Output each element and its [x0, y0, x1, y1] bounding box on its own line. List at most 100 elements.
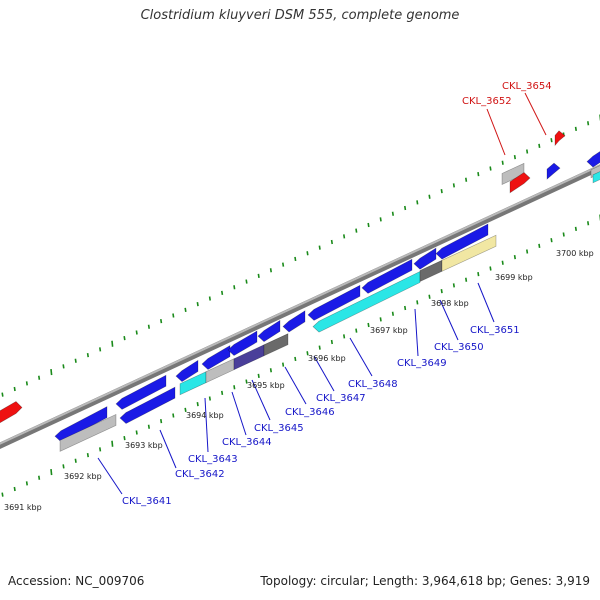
tick-mark — [343, 234, 346, 239]
leader-line — [349, 337, 373, 377]
gene-label-ckl-3647[interactable]: CKL_3647 — [316, 393, 366, 404]
cds-block-gray[interactable] — [590, 163, 600, 179]
cds-block[interactable] — [119, 386, 176, 424]
map-title: Clostridium kluyveri DSM 555, complete g… — [140, 8, 460, 23]
leader-line — [477, 282, 495, 323]
tick-mark — [452, 183, 455, 188]
cds-block[interactable] — [361, 258, 413, 294]
tick-mark — [440, 188, 443, 194]
tick-mark — [379, 217, 382, 222]
tick-mark — [391, 311, 394, 316]
cds-block[interactable] — [307, 284, 361, 321]
tick-mark — [367, 222, 370, 228]
leader-line — [524, 92, 547, 136]
gene-label-ckl-3649[interactable]: CKL_3649 — [397, 358, 447, 369]
tick-mark — [38, 475, 41, 480]
tick-mark — [257, 373, 260, 379]
cds-block[interactable] — [546, 162, 561, 180]
leader-line — [313, 355, 335, 392]
tick-mark — [550, 238, 553, 243]
tick-mark — [184, 307, 187, 312]
tick-mark — [208, 296, 211, 301]
gene-label-ckl-3652[interactable]: CKL_3652 — [462, 96, 512, 107]
cds-block-dark[interactable] — [419, 259, 443, 282]
rna-block[interactable] — [0, 401, 23, 427]
tick-mark — [343, 334, 346, 339]
gene-label-ckl-3642[interactable]: CKL_3642 — [175, 469, 225, 480]
tick-mark — [489, 266, 492, 271]
cds-block-gray[interactable] — [59, 413, 117, 452]
cds-block[interactable] — [282, 310, 306, 333]
gene-label-ckl-3648[interactable]: CKL_3648 — [348, 379, 398, 390]
cds-block[interactable] — [586, 147, 600, 168]
tick-mark — [587, 221, 590, 226]
tick-mark — [550, 138, 553, 143]
tick-label: 3697 kbp — [370, 326, 408, 335]
cds-block-gray[interactable] — [205, 358, 235, 384]
tick-mark — [465, 177, 468, 182]
gene-label-ckl-3643[interactable]: CKL_3643 — [188, 454, 238, 465]
tick-mark — [1, 492, 4, 497]
cds-block[interactable] — [413, 247, 437, 270]
tick-mark — [513, 155, 516, 160]
tick-labels: 3691 kbp 3692 kbp 3693 kbp 3694 kbp 3695… — [4, 249, 594, 512]
rna-block[interactable] — [554, 130, 566, 147]
leader-line — [231, 391, 247, 436]
label-leaders — [97, 92, 547, 495]
tick-mark — [208, 396, 211, 401]
tick-mark — [501, 160, 504, 165]
tick-mark — [501, 260, 504, 265]
tick-mark — [99, 447, 102, 452]
feature-track — [0, 130, 600, 452]
leader-line — [414, 308, 419, 357]
tick-mark — [416, 300, 419, 305]
tick-mark — [391, 211, 394, 216]
tick-label: 3700 kbp — [556, 249, 594, 258]
cds-block-navy[interactable] — [233, 344, 265, 371]
tick-mark — [135, 330, 138, 335]
tick-mark — [25, 481, 28, 486]
tick-mark — [477, 271, 480, 277]
tick-mark — [160, 319, 163, 324]
tick-label: 3696 kbp — [308, 354, 346, 363]
cds-block[interactable] — [115, 374, 167, 410]
tick-mark — [160, 419, 163, 424]
cds-block[interactable] — [227, 330, 258, 356]
tick-mark — [574, 126, 577, 131]
leader-line — [251, 379, 271, 421]
tick-label: 3691 kbp — [4, 503, 42, 512]
gene-label-ckl-3645[interactable]: CKL_3645 — [254, 423, 304, 434]
tick-label: 3694 kbp — [186, 411, 224, 420]
tick-mark — [233, 285, 236, 290]
tick-mark — [404, 205, 407, 211]
topology-text: Topology: circular; Length: 3,964,618 bp… — [260, 574, 590, 588]
cds-block-cyan[interactable] — [592, 169, 600, 184]
gene-label-ckl-3650[interactable]: CKL_3650 — [434, 342, 484, 353]
tick-mark — [147, 424, 150, 429]
gene-label-ckl-3646[interactable]: CKL_3646 — [285, 407, 335, 418]
cds-block-khaki[interactable] — [441, 234, 497, 272]
rna-block[interactable] — [509, 172, 531, 194]
tick-mark — [538, 243, 541, 248]
tick-mark — [38, 375, 41, 380]
cds-block[interactable] — [435, 223, 489, 260]
cds-block-dark[interactable] — [263, 333, 289, 357]
tick-mark — [245, 279, 248, 284]
gene-label-ckl-3654[interactable]: CKL_3654 — [502, 81, 552, 92]
gene-label-ckl-3644[interactable]: CKL_3644 — [222, 437, 272, 448]
cds-block[interactable] — [257, 319, 281, 342]
tick-mark — [123, 335, 126, 341]
tick-mark — [184, 407, 187, 412]
leader-line — [439, 299, 459, 341]
tick-mark — [440, 288, 443, 294]
gene-label-ckl-3641[interactable]: CKL_3641 — [122, 496, 172, 507]
tick-label: 3698 kbp — [431, 299, 469, 308]
tick-label: 3699 kbp — [495, 273, 533, 282]
tick-mark — [318, 345, 321, 350]
tick-mark — [538, 143, 541, 148]
gene-label-ckl-3651[interactable]: CKL_3651 — [470, 325, 520, 336]
leader-line — [284, 366, 307, 405]
cds-block[interactable] — [175, 359, 199, 382]
tick-mark — [86, 352, 89, 358]
tick-mark — [526, 249, 529, 254]
